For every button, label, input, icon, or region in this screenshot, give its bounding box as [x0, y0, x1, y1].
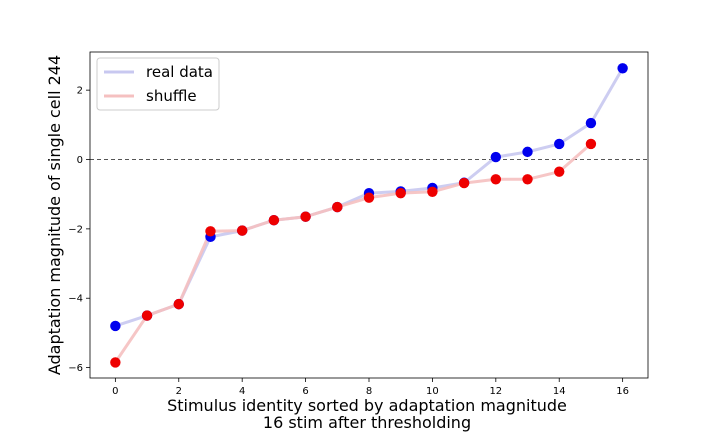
- series-line-1: [114, 142, 592, 364]
- data-point: [268, 215, 280, 226]
- data-point: [110, 357, 121, 368]
- data-point: [617, 63, 628, 74]
- data-point: [522, 146, 533, 158]
- data-point: [205, 226, 216, 237]
- data-point: [458, 177, 470, 189]
- data-point: [522, 174, 533, 185]
- y-tick-label: −4: [68, 294, 83, 305]
- x-tick-label: 8: [366, 386, 372, 397]
- y-tick-label: −6: [68, 363, 83, 374]
- data-point: [427, 186, 438, 197]
- data-point: [395, 187, 406, 199]
- y-tick-label: 2: [77, 86, 83, 97]
- data-point: [110, 320, 121, 332]
- data-point: [554, 166, 565, 177]
- x-tick-label: 0: [112, 386, 118, 397]
- x-axis-label-line2: 16 stim after thresholding: [263, 413, 471, 432]
- legend-entry-label: shuffle: [146, 87, 197, 105]
- x-tick-label: 12: [489, 386, 502, 397]
- plot-area: [90, 63, 648, 368]
- y-tick-label: 0: [77, 155, 83, 166]
- data-point: [300, 211, 311, 222]
- data-point: [490, 151, 502, 163]
- data-point: [141, 310, 153, 321]
- data-point: [236, 225, 248, 236]
- data-point: [332, 201, 343, 213]
- data-point: [585, 138, 597, 150]
- x-tick-label: 2: [176, 386, 182, 397]
- data-point: [490, 174, 502, 185]
- x-tick-label: 6: [302, 386, 308, 397]
- x-tick-label: 4: [239, 386, 245, 397]
- data-point: [173, 298, 184, 310]
- x-tick-label: 10: [426, 386, 439, 397]
- x-tick-label: 14: [553, 386, 566, 397]
- x-tick-label: 16: [616, 386, 629, 397]
- data-point: [554, 138, 565, 150]
- legend-entry-label: real data: [146, 63, 213, 81]
- data-point: [363, 192, 375, 203]
- legend: real data shuffle: [96, 57, 220, 111]
- y-tick-label: −2: [68, 224, 83, 235]
- axes: 0 2 4 6 8 10 12 14 16 −6 −4 −2 0 2: [68, 51, 649, 397]
- x-axis-label: Stimulus identity sorted by adaptation m…: [167, 396, 567, 415]
- data-point: [585, 117, 597, 129]
- y-axis-label: Adaptation magnitude of single cell 244: [45, 55, 64, 375]
